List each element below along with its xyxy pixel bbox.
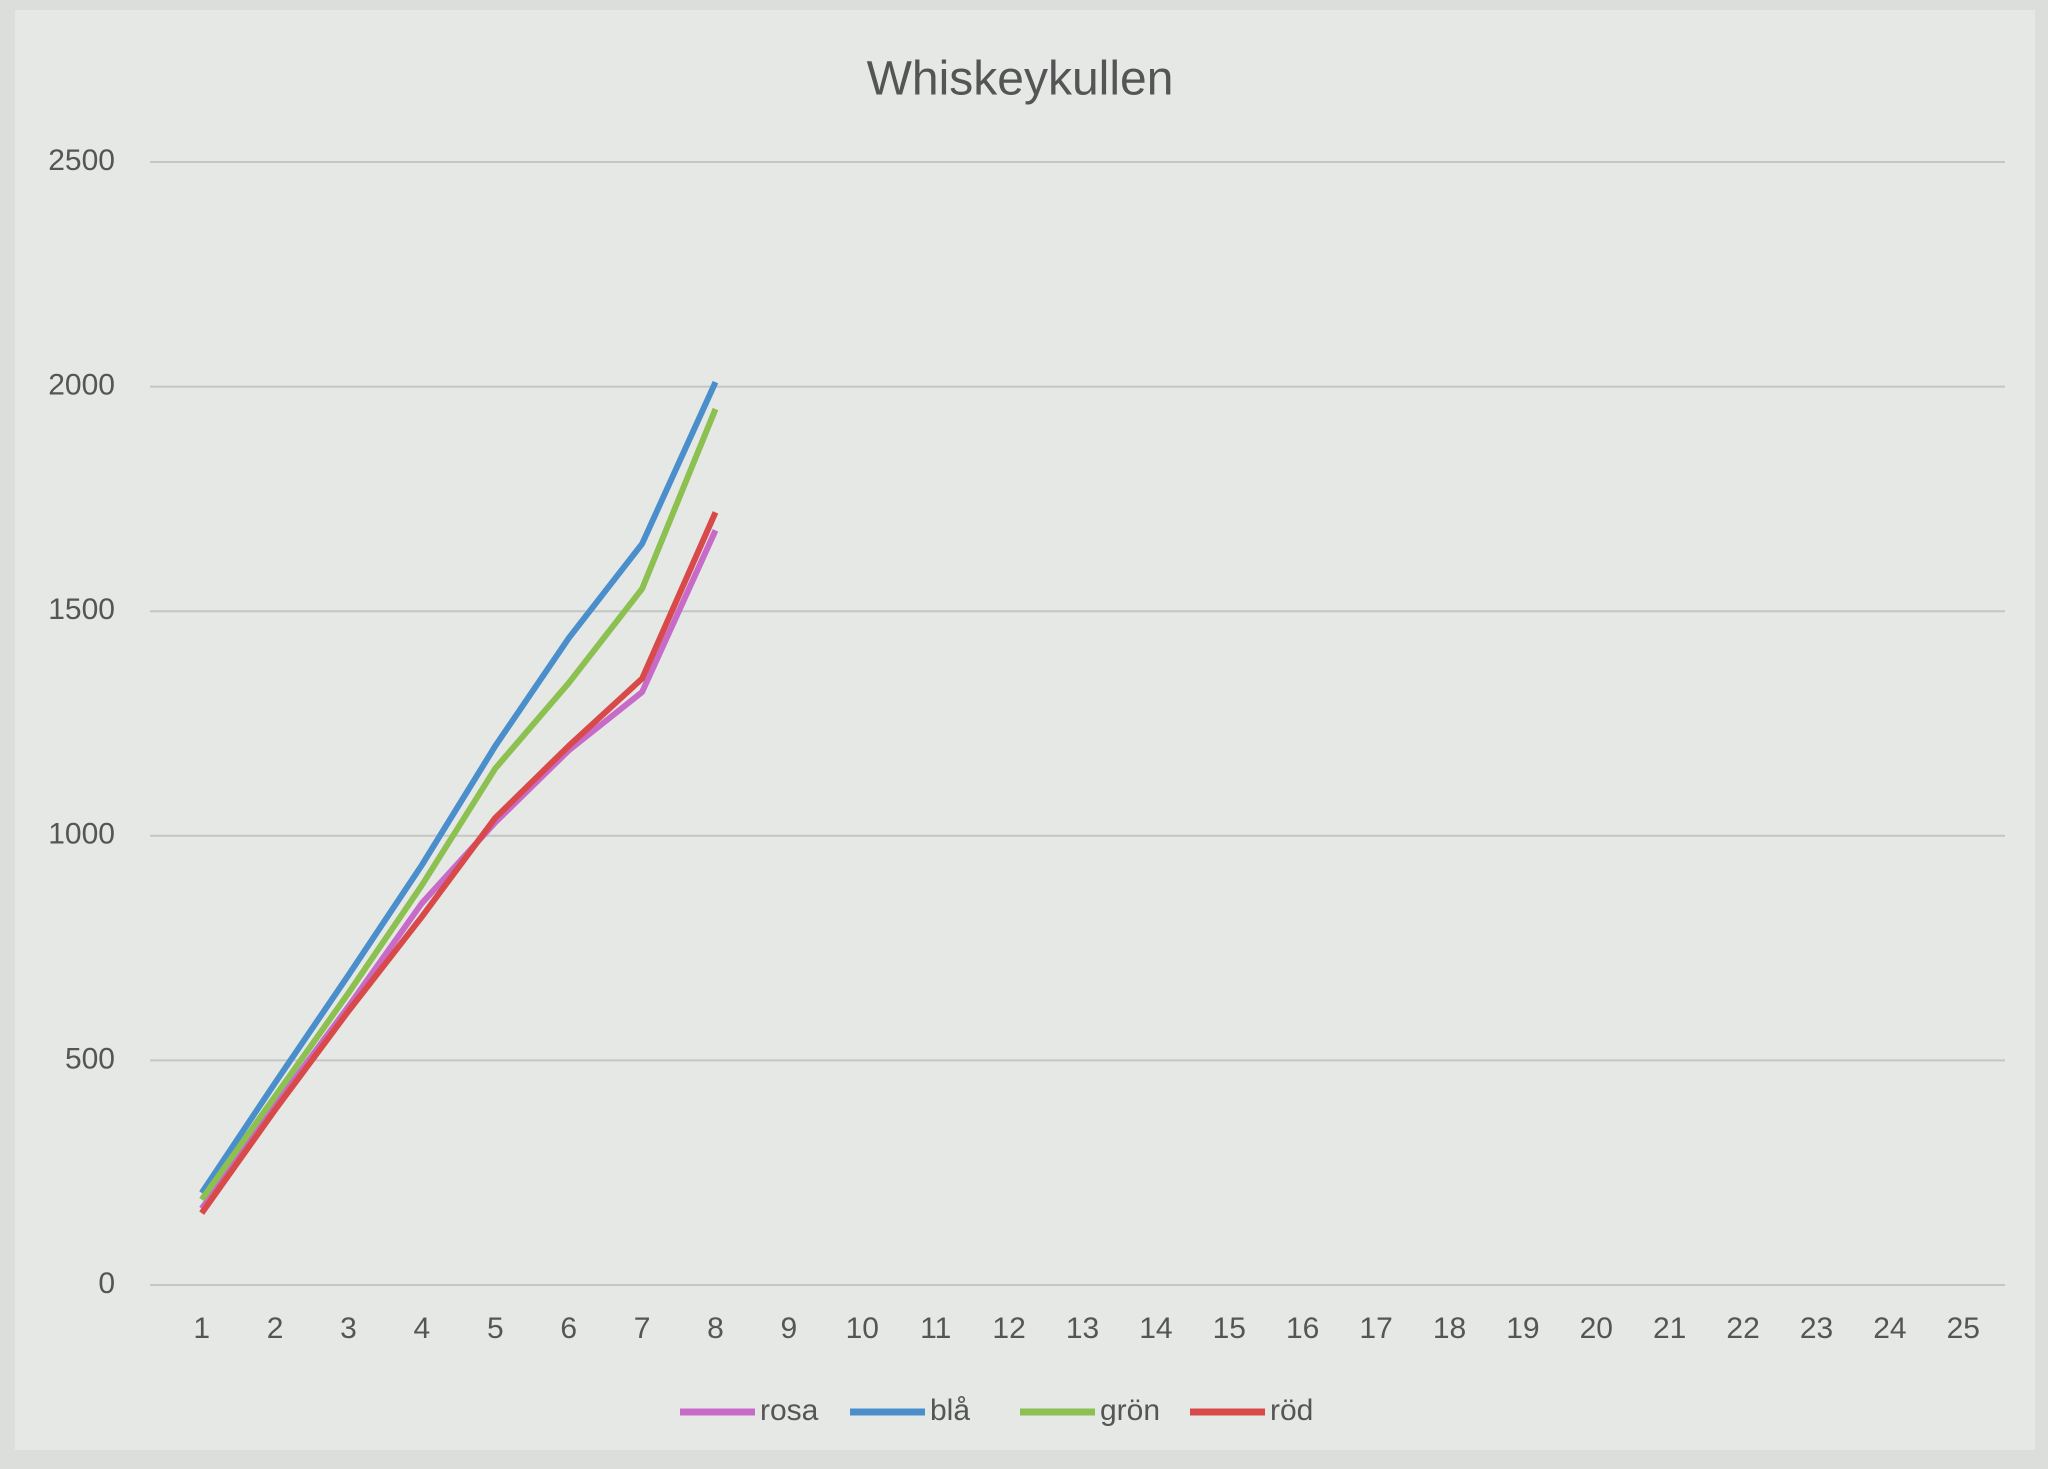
x-tick-label: 6 — [560, 1312, 577, 1345]
legend-label: blå — [930, 1394, 970, 1427]
legend-label: röd — [1270, 1394, 1313, 1427]
series-line — [199, 407, 719, 1202]
x-tick-label: 21 — [1653, 1312, 1686, 1345]
x-tick-label: 9 — [781, 1312, 798, 1345]
x-tick-label: 19 — [1506, 1312, 1539, 1345]
y-tick-label: 2000 — [48, 369, 115, 402]
x-tick-label: 23 — [1800, 1312, 1833, 1345]
chart-title: Whiskeykullen — [867, 53, 1174, 106]
x-tick-label: 15 — [1213, 1312, 1246, 1345]
y-tick-label: 1500 — [48, 593, 115, 626]
chart-area — [15, 10, 2035, 1450]
y-tick-label: 2500 — [48, 144, 115, 177]
x-tick-label: 22 — [1726, 1312, 1759, 1345]
x-tick-label: 13 — [1066, 1312, 1099, 1345]
x-tick-label: 1 — [193, 1312, 210, 1345]
x-tick-label: 17 — [1359, 1312, 1392, 1345]
x-tick-label: 2 — [267, 1312, 284, 1345]
x-tick-label: 8 — [707, 1312, 724, 1345]
legend-label: rosa — [760, 1394, 819, 1427]
x-tick-label: 5 — [487, 1312, 504, 1345]
x-tick-label: 14 — [1139, 1312, 1172, 1345]
y-tick-label: 1000 — [48, 818, 115, 851]
y-tick-label: 500 — [65, 1042, 115, 1075]
x-tick-label: 10 — [846, 1312, 879, 1345]
series-line — [199, 511, 719, 1215]
x-tick-label: 11 — [920, 1312, 951, 1345]
x-tick-label: 25 — [1947, 1312, 1980, 1345]
x-tick-label: 7 — [634, 1312, 651, 1345]
x-tick-label: 18 — [1433, 1312, 1466, 1345]
series-line — [199, 380, 719, 1195]
x-tick-label: 24 — [1873, 1312, 1906, 1345]
y-tick-label: 0 — [98, 1267, 115, 1300]
x-tick-label: 12 — [992, 1312, 1025, 1345]
x-tick-label: 4 — [414, 1312, 431, 1345]
x-tick-label: 16 — [1286, 1312, 1319, 1345]
x-tick-label: 20 — [1580, 1312, 1613, 1345]
x-tick-label: 3 — [340, 1312, 357, 1345]
legend-label: grön — [1100, 1394, 1160, 1427]
